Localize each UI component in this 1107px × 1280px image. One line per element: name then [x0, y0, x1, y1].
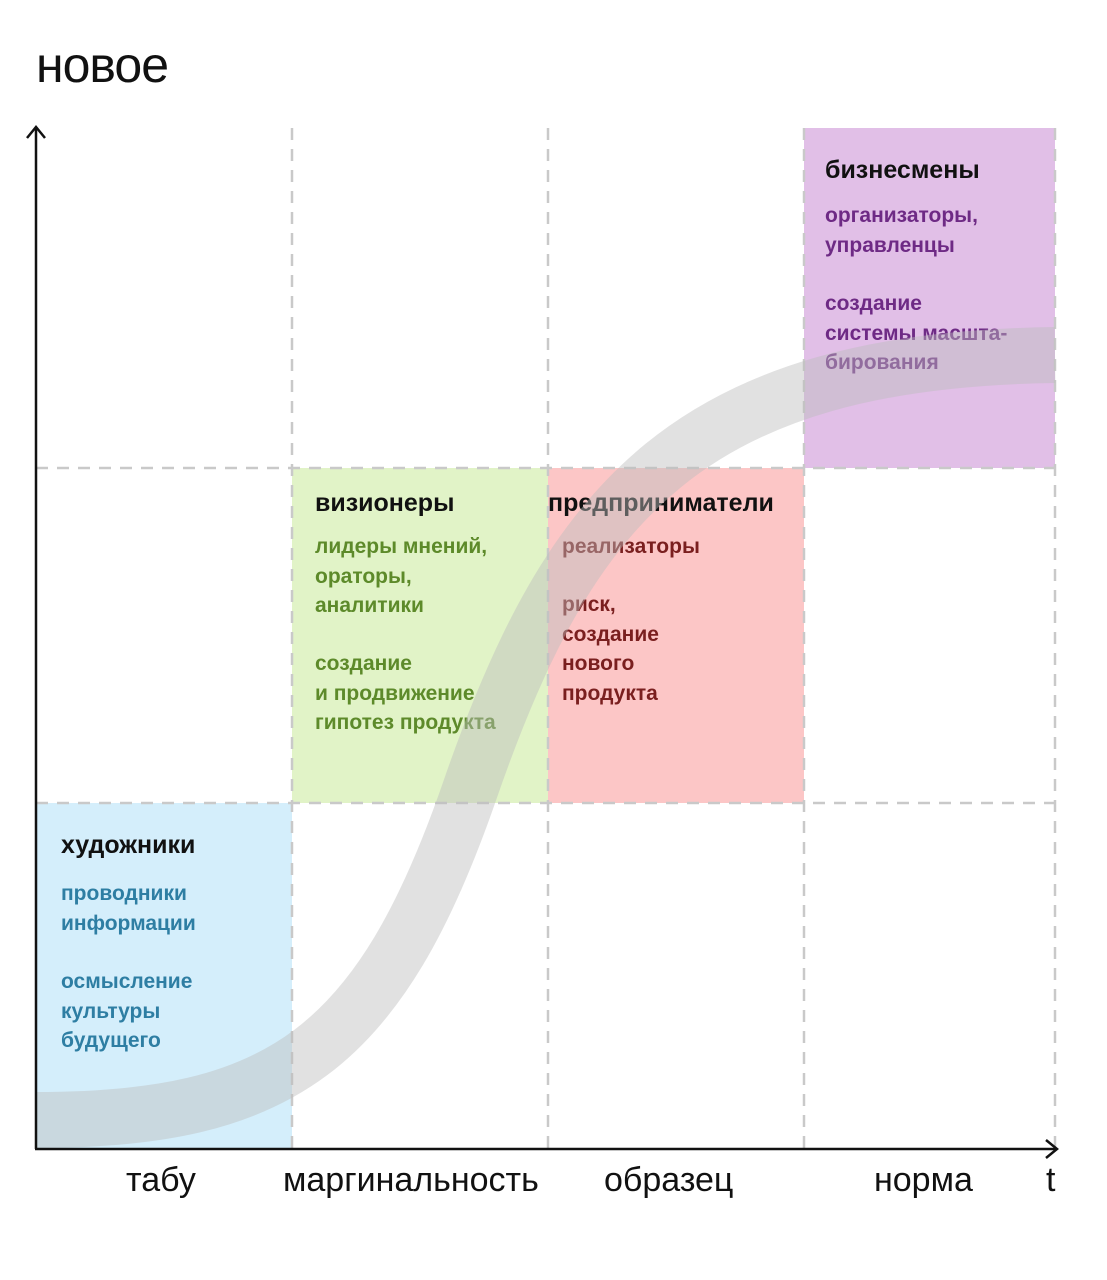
businessmen-mission: создание системы масшта- бирования: [825, 292, 1008, 374]
visionaries-title: визионеры: [315, 489, 455, 517]
s-curve: [35, 327, 1056, 1148]
businessmen-title: бизнесмены: [825, 156, 980, 184]
businessmen-roles: организаторы, управленцы: [825, 204, 978, 257]
entrepreneurs-title: предприниматели: [548, 489, 774, 517]
visionaries-box: визионеры лидеры мнений, ораторы, аналит…: [292, 468, 548, 803]
visionaries-mission: создание и продвижение гипотез продукта: [315, 652, 496, 734]
x-label-marginality: маргинальность: [283, 1161, 539, 1199]
artists-box: художники проводники информации осмыслен…: [36, 803, 292, 1148]
x-label-norm: норма: [874, 1161, 973, 1199]
artists-mission: осмысление культуры будущего: [61, 970, 193, 1052]
grid-lines: [36, 128, 1057, 1148]
y-axis-arrow-icon: [26, 125, 46, 139]
artists-title: художники: [61, 831, 196, 859]
x-label-sample: образец: [604, 1161, 734, 1199]
entrepreneurs-roles: реализаторы: [562, 535, 700, 558]
entrepreneurs-mission: риск, создание нового продукта: [562, 593, 659, 705]
y-axis-title: новое: [36, 37, 169, 93]
businessmen-box: бизнесмены организаторы, управленцы созд…: [804, 128, 1055, 468]
x-label-taboo: табу: [126, 1161, 196, 1199]
entrepreneurs-box: предприниматели реализаторы риск, создан…: [548, 468, 804, 803]
artists-roles: проводники информации: [61, 882, 196, 935]
x-axis-arrow-icon: [1045, 1139, 1059, 1159]
visionaries-roles: лидеры мнений, ораторы, аналитики: [315, 535, 488, 617]
axes: [26, 125, 1059, 1159]
x-axis-end-label: t: [1046, 1161, 1056, 1199]
